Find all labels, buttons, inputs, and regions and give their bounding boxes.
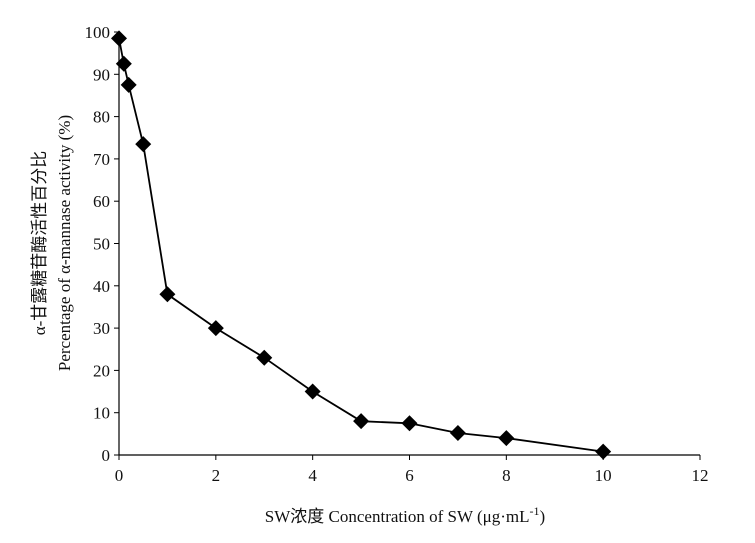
data-point-marker [135, 136, 152, 153]
data-point-marker [207, 320, 224, 337]
tick-labels: 0 10 20 30 40 50 60 70 80 90 100 0 2 4 6 8 10 12 [85, 23, 709, 485]
x-axis-label-main: SW浓度 Concentration of SW (μg·mL [265, 507, 530, 526]
x-tick-label: 10 [595, 466, 612, 485]
data-point-marker [115, 55, 132, 72]
series-line [118, 38, 604, 453]
data-point-marker [120, 76, 137, 93]
y-tick-label: 20 [93, 361, 110, 380]
y-tick-label: 60 [93, 192, 110, 211]
data-point-marker [159, 286, 176, 303]
data-point-marker [498, 430, 515, 447]
x-axis-label-superscript: -1 [530, 504, 540, 518]
series-group [111, 30, 612, 460]
data-point-marker [111, 30, 127, 47]
y-axis-label-english: Percentage of α-mannase activity (%) [55, 115, 74, 371]
data-point-marker [401, 415, 418, 432]
y-tick-label: 10 [93, 404, 110, 423]
data-point-marker [595, 443, 612, 460]
x-axis-label: SW浓度 Concentration of SW (μg·mL-1) [265, 504, 545, 526]
y-tick-label: 80 [93, 108, 110, 127]
x-tick-label: 0 [115, 466, 124, 485]
x-tick-label: 2 [212, 466, 221, 485]
y-tick-label: 70 [93, 150, 110, 169]
x-tick-label: 8 [502, 466, 511, 485]
data-point-marker [353, 413, 370, 430]
data-point-marker [256, 349, 273, 366]
y-tick-label: 40 [93, 277, 110, 296]
data-point-marker [449, 425, 466, 442]
axes [114, 31, 701, 460]
x-tick-label: 12 [692, 466, 709, 485]
x-tick-label: 6 [405, 466, 414, 485]
x-tick-label: 4 [308, 466, 317, 485]
data-point-marker [304, 383, 321, 400]
x-axis-label-suffix: ) [540, 507, 546, 526]
y-tick-label: 50 [93, 235, 110, 254]
y-tick-label: 90 [93, 65, 110, 84]
y-tick-label: 0 [102, 446, 111, 465]
y-tick-label: 100 [85, 23, 111, 42]
y-tick-label: 30 [93, 319, 110, 338]
y-axis-label-chinese: α-甘露糖苷酶活性百分比 [30, 151, 49, 336]
